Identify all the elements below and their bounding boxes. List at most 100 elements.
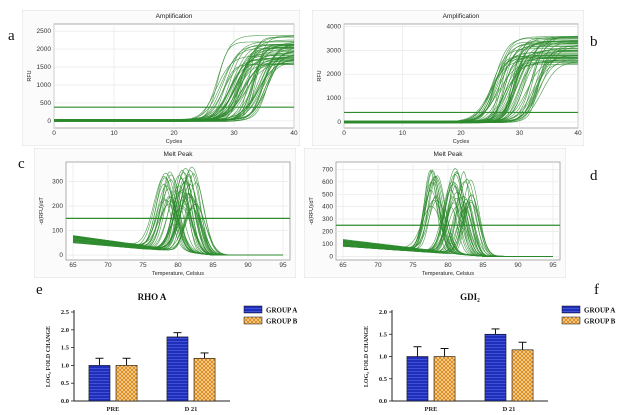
x-tick-label: 30 <box>230 130 238 137</box>
y-tick-label: 1.0 <box>379 354 387 361</box>
x-tick-label: 40 <box>574 130 582 137</box>
y-tick-label: 2000 <box>37 46 52 53</box>
legend-label: GROUP B <box>266 318 298 326</box>
x-tick-label: D 21 <box>503 406 516 413</box>
x-tick-label: 75 <box>409 262 417 269</box>
y-tick-label: 2.0 <box>61 327 69 334</box>
legend-swatch <box>561 316 581 325</box>
panel-label-c: c <box>18 156 25 172</box>
data-curve <box>344 51 578 123</box>
y-tick-label: 0 <box>59 252 63 259</box>
curve-group <box>72 166 283 256</box>
y-axis-label: -d(RFU)/dT <box>39 196 45 224</box>
x-tick-label: 95 <box>279 262 287 269</box>
y-axis-label: LOG₂ FOLD CHANGE <box>364 326 370 387</box>
x-tick-label: 90 <box>514 262 522 269</box>
x-tick-label: 70 <box>374 262 382 269</box>
y-tick-label: 500 <box>40 100 51 107</box>
x-tick-label: 85 <box>479 262 487 269</box>
legend-label: GROUP A <box>266 307 297 315</box>
y-tick-label: 0.5 <box>379 376 388 383</box>
y-tick-label: 700 <box>322 166 333 173</box>
y-axis-label: -d(RFU)/dT <box>309 196 315 224</box>
legend-label: GROUP A <box>584 307 615 315</box>
x-tick-label: 75 <box>139 262 147 269</box>
curve-group <box>342 168 553 257</box>
x-axis-label: Cycles <box>166 139 183 145</box>
y-tick-label: 500 <box>322 191 333 198</box>
y-tick-label: 1000 <box>327 95 342 102</box>
x-tick-label: 20 <box>170 130 178 137</box>
x-tick-label: 40 <box>290 130 298 137</box>
data-curve <box>54 36 294 121</box>
y-tick-label: 100 <box>322 241 333 248</box>
bar <box>193 357 216 402</box>
y-tick-label: 2000 <box>327 71 342 78</box>
bar <box>406 356 429 402</box>
y-tick-label: 200 <box>52 203 63 210</box>
bar <box>88 365 111 402</box>
legend-swatch <box>561 305 581 314</box>
y-tick-label: 300 <box>52 179 63 186</box>
x-tick-label: 0 <box>52 130 56 137</box>
y-tick-label: 1.5 <box>61 345 70 352</box>
chart-title: Amplification <box>156 13 193 20</box>
data-curve <box>344 53 578 124</box>
y-tick-label: 0.0 <box>61 398 69 405</box>
panel-label-e: e <box>36 282 43 298</box>
chart-title: RHO A <box>138 292 167 302</box>
y-tick-label: 0 <box>329 253 333 260</box>
melt-peak-chart-c: Melt Peak 65 70 75 80 85 90 95 0 100 200 300 Tempera… <box>34 148 296 278</box>
y-tick-label: 0.0 <box>379 398 387 405</box>
y-tick-label: 2.5 <box>61 309 70 316</box>
bar-chart-rho-a: RHO A 0.0 0.5 1.0 1.5 2.0 2.5 LOG₂ FOLD CHANGE D… <box>46 292 298 413</box>
y-tick-label: 1.5 <box>379 331 388 338</box>
y-tick-label: 600 <box>322 179 333 186</box>
y-axis-label: LOG₂ FOLD CHANGE <box>46 326 52 387</box>
panel-label-b: b <box>590 34 598 50</box>
x-tick-label: PRE <box>107 406 120 413</box>
y-tick-label: 200 <box>322 228 333 235</box>
amplification-chart-a: Amplification 0 10 20 30 40 0 500 1000 1500 2000 25… <box>22 10 300 146</box>
amplification-chart-b: Amplification 0 10 20 30 40 0 1000 2000 3000 4000 C… <box>312 10 584 146</box>
bar <box>115 365 138 402</box>
x-tick-label: D 21 <box>185 406 198 413</box>
y-tick-label: 1000 <box>37 82 52 89</box>
x-tick-label: 80 <box>174 262 182 269</box>
data-curve <box>72 204 283 256</box>
legend-label: GROUP B <box>584 318 616 326</box>
x-tick-label: 0 <box>342 130 346 137</box>
x-tick-label: 20 <box>457 130 465 137</box>
x-tick-label: 70 <box>104 262 112 269</box>
y-tick-label: 2.0 <box>379 309 387 316</box>
x-tick-label: 10 <box>110 130 118 137</box>
y-axis-label: RFU <box>27 70 33 81</box>
x-tick-label: 85 <box>209 262 217 269</box>
y-tick-label: 1500 <box>37 64 52 71</box>
x-tick-label: 90 <box>244 262 252 269</box>
data-curve <box>54 48 295 122</box>
data-curve <box>344 43 578 123</box>
legend-swatch <box>243 316 263 325</box>
y-tick-label: 300 <box>322 216 333 223</box>
y-tick-label: 4000 <box>327 23 342 30</box>
y-tick-label: 400 <box>322 204 333 211</box>
y-axis-label: RFU <box>317 70 323 81</box>
y-tick-label: 0 <box>337 119 341 126</box>
bar <box>166 336 189 402</box>
y-tick-label: 2500 <box>37 28 52 35</box>
chart-title: Melt Peak <box>164 151 194 158</box>
y-tick-label: 1.0 <box>61 362 69 369</box>
data-curve <box>342 209 553 257</box>
chart-title: GDI₂ <box>460 292 480 302</box>
x-tick-label: 65 <box>69 262 77 269</box>
y-tick-label: 0 <box>47 118 51 125</box>
legend-swatch <box>243 305 263 314</box>
x-tick-label: 10 <box>399 130 407 137</box>
x-tick-label: 80 <box>444 262 452 269</box>
x-tick-label: 95 <box>549 262 557 269</box>
chart-title: Melt Peak <box>434 151 464 158</box>
panel-label-a: a <box>8 28 15 44</box>
x-tick-label: 30 <box>516 130 524 137</box>
